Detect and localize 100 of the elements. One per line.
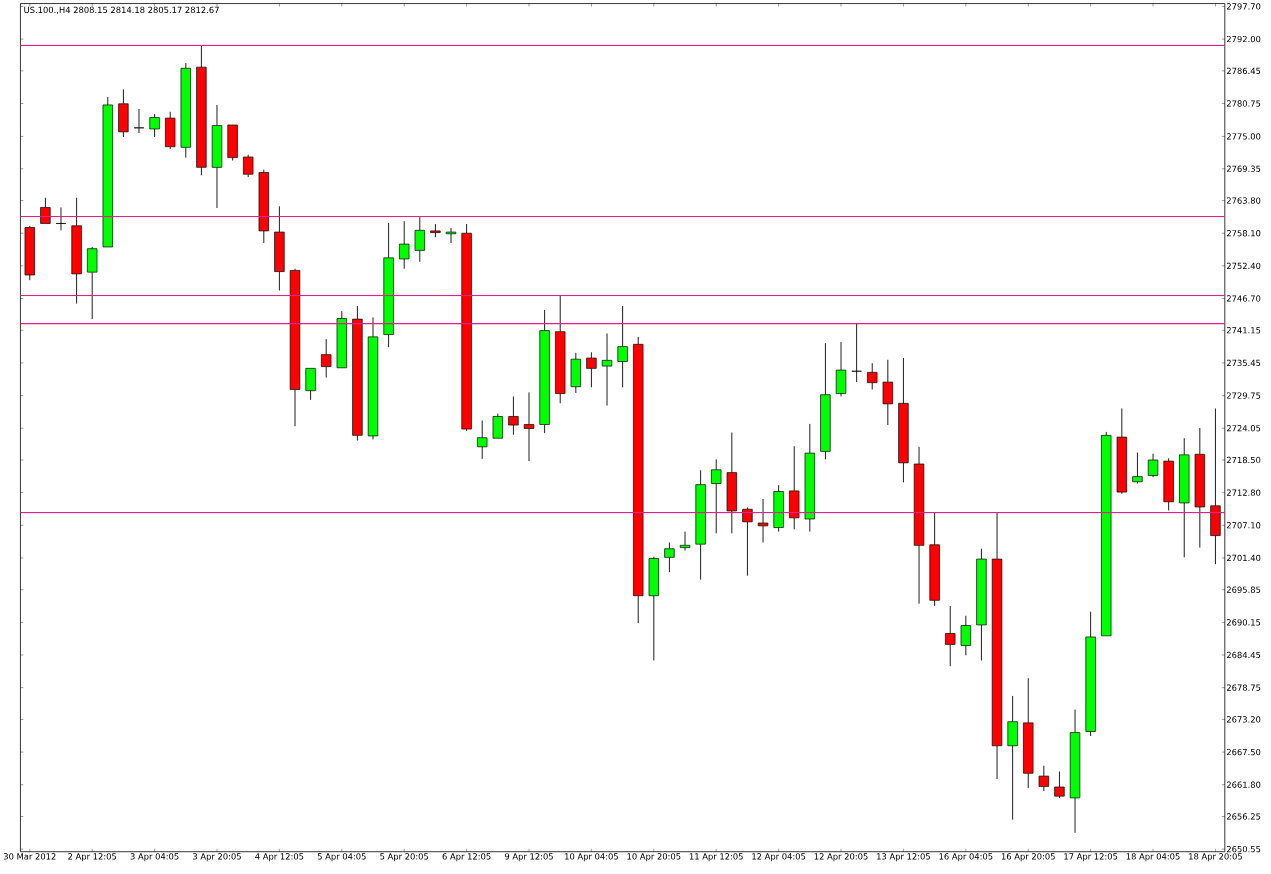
candlestick <box>414 216 425 263</box>
candlestick <box>586 351 597 388</box>
candlestick <box>1194 427 1206 548</box>
x-tick-label: 17 Apr 12:05 <box>1064 853 1118 861</box>
candlestick <box>274 205 285 291</box>
x-tick-label: 5 Apr 04:05 <box>317 853 366 861</box>
candlestick <box>1023 677 1034 789</box>
y-tick-label: 2792.00 <box>1226 35 1261 43</box>
candlestick <box>633 336 644 624</box>
candlestick <box>804 423 816 532</box>
x-tick-label: 5 Apr 20:05 <box>380 853 429 861</box>
candlestick <box>1147 453 1159 478</box>
candlestick <box>1210 407 1221 565</box>
candlestick <box>991 511 1003 780</box>
candlestick <box>773 484 784 532</box>
x-tick-label: 16 Apr 04:05 <box>939 853 993 861</box>
y-tick-label: 2661.80 <box>1226 781 1261 788</box>
candlestick <box>523 391 535 462</box>
y-tick-label: 2769.35 <box>1226 165 1261 172</box>
y-tick-label: 2786.45 <box>1226 67 1261 74</box>
candlestick <box>445 227 457 244</box>
candlestick <box>1179 437 1190 558</box>
candlestick <box>882 359 894 426</box>
x-tick-label: 2 Apr 12:05 <box>68 853 117 861</box>
candlestick <box>40 197 51 224</box>
x-tick-label: 11 Apr 12:05 <box>689 853 743 861</box>
x-tick-label: 18 Apr 20:05 <box>1189 853 1242 861</box>
candlestick <box>508 395 519 436</box>
candlestick <box>898 357 909 483</box>
candlestick <box>336 310 347 368</box>
x-tick-label: 3 Apr 04:05 <box>130 853 179 861</box>
y-tick-label: 2690.15 <box>1226 619 1261 626</box>
candlestick <box>867 362 878 390</box>
candlestick <box>196 44 207 176</box>
y-tick-label: 2695.85 <box>1226 586 1261 593</box>
candlestick <box>399 220 410 269</box>
candlestick <box>1007 695 1018 820</box>
candlestick <box>664 541 675 573</box>
candlestick <box>1101 431 1112 636</box>
candlestick <box>757 498 769 543</box>
y-tick-label: 2701.40 <box>1226 554 1261 561</box>
x-tick-label: 4 Apr 12:05 <box>255 853 304 861</box>
candlestick <box>711 458 722 534</box>
candlestick <box>1085 611 1096 737</box>
y-tick-label: 2746.70 <box>1226 295 1261 302</box>
y-tick-label: 2667.50 <box>1226 748 1261 756</box>
x-tick-label: 3 Apr 20:05 <box>193 853 241 861</box>
candlestick <box>1069 709 1081 834</box>
y-tick-label: 2650.55 <box>1226 845 1261 853</box>
x-tick-label: 12 Apr 20:05 <box>814 853 868 861</box>
candlestick <box>383 222 394 348</box>
candlestick <box>820 342 831 460</box>
y-tick-label: 2752.40 <box>1226 262 1261 269</box>
candlestick <box>71 197 82 304</box>
candlestick <box>960 615 972 656</box>
y-tick-label: 2684.45 <box>1226 651 1261 658</box>
candlestick <box>789 445 800 530</box>
candlestick <box>945 605 956 667</box>
y-tick-label: 2718.50 <box>1226 456 1261 463</box>
y-tick-label: 2707.10 <box>1226 521 1261 529</box>
candlestick <box>211 104 223 209</box>
candlestick <box>1038 765 1050 792</box>
candlestick <box>102 96 113 248</box>
y-tick-label: 2678.75 <box>1226 684 1261 691</box>
candlestick <box>913 446 925 605</box>
candlestick <box>149 113 160 138</box>
candlestick <box>851 323 862 383</box>
x-tick-label: 6 Apr 12:05 <box>442 853 491 861</box>
candlestick <box>367 316 379 440</box>
candlestick <box>835 341 847 397</box>
candlestick <box>601 332 613 406</box>
candlestick <box>570 352 581 394</box>
candlestick <box>321 338 332 378</box>
candlestick <box>118 88 129 138</box>
candlestick <box>976 548 987 661</box>
candlestick <box>430 223 441 238</box>
candlestick <box>133 108 145 134</box>
candlestick <box>55 206 67 231</box>
x-tick-label: 18 Apr 04:05 <box>1126 853 1180 861</box>
x-tick-label: 12 Apr 04:05 <box>752 853 806 861</box>
candlestick <box>929 512 940 607</box>
candlestick <box>289 268 301 427</box>
y-tick-label: 2729.75 <box>1226 392 1261 399</box>
y-tick-label: 2775.00 <box>1226 133 1261 140</box>
x-tick-label: 30 Mar 2012 <box>3 853 56 860</box>
x-tick-label: 16 Apr 20:05 <box>1001 853 1055 861</box>
y-tick-label: 2763.80 <box>1226 197 1261 204</box>
candlestick <box>352 305 363 441</box>
y-tick-label: 2673.20 <box>1226 716 1261 723</box>
x-tick-label: 10 Apr 20:05 <box>627 853 681 861</box>
candlestick <box>305 367 316 401</box>
y-tick-label: 2712.80 <box>1226 489 1261 496</box>
candlestick <box>555 295 566 404</box>
candlestick <box>180 62 191 158</box>
x-tick-label: 9 Apr 12:05 <box>504 853 553 861</box>
y-tick-label: 2780.75 <box>1226 100 1261 107</box>
candlestick <box>679 530 691 551</box>
candlestick <box>477 419 488 460</box>
y-tick-label: 2656.25 <box>1226 813 1261 820</box>
x-tick-label: 13 Apr 12:05 <box>877 853 930 861</box>
